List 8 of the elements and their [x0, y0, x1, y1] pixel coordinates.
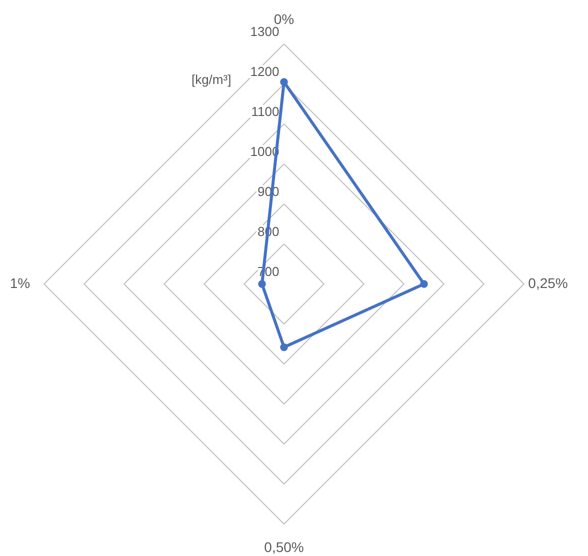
- y-tick-label: 1100: [251, 104, 280, 119]
- y-tick-label: 1200: [250, 64, 280, 79]
- spoke-label: 0%: [274, 11, 294, 27]
- spoke-label: 0,25%: [528, 275, 568, 291]
- text: [kg/m³]: [191, 72, 232, 87]
- spoke-label: 1%: [10, 275, 30, 291]
- spoke-label: 0,50%: [264, 539, 304, 555]
- y-tick-label: 1300: [250, 24, 280, 39]
